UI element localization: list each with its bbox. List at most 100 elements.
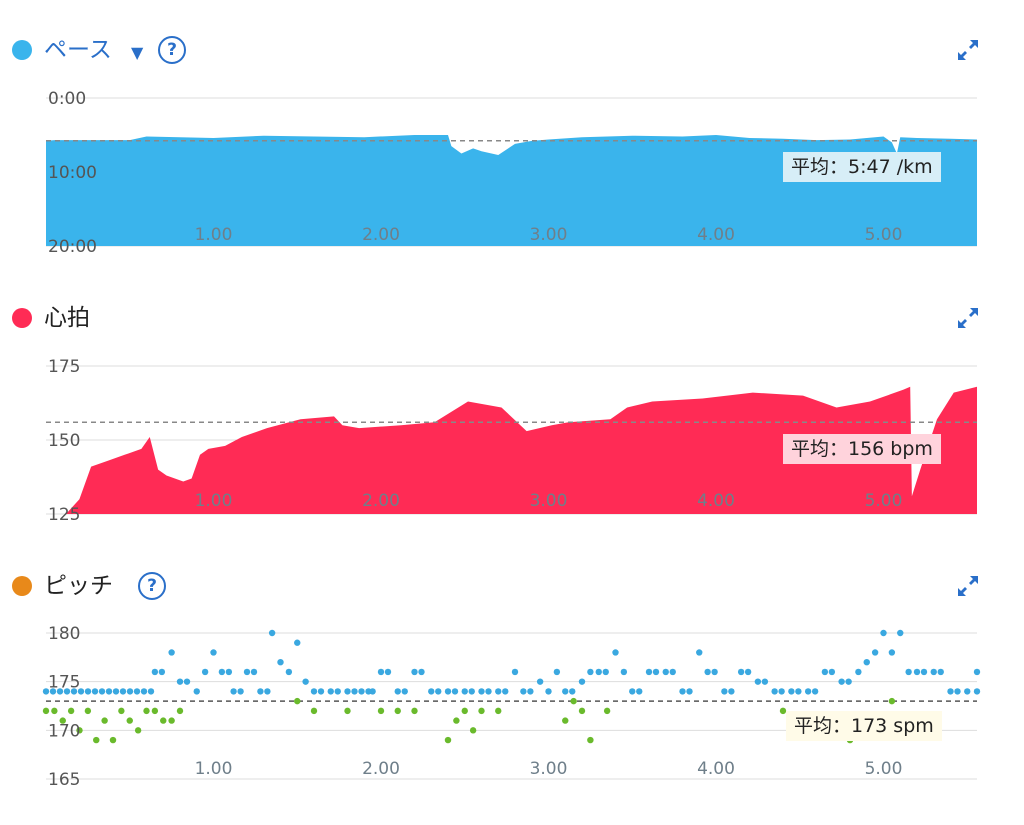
pitch-point — [310, 688, 318, 695]
pitch-point — [545, 688, 552, 695]
pitch-point — [562, 688, 569, 695]
pitch-point — [511, 668, 519, 676]
pitch-point — [193, 688, 200, 695]
expand-arrows-icon[interactable] — [956, 306, 980, 330]
pitch-point — [168, 649, 175, 656]
pitch-point — [863, 659, 870, 666]
pitch-point — [176, 678, 184, 685]
pitch-point — [880, 629, 887, 637]
pitch-point — [351, 688, 358, 695]
pitch-point — [587, 736, 594, 744]
pace-xtick-label: 3.00 — [530, 225, 568, 245]
pitch-xtick-label: 2.00 — [362, 759, 400, 779]
pitch-point — [937, 668, 944, 676]
pitch-ytick-label: 165 — [48, 770, 80, 790]
heart-xtick-label: 2.00 — [362, 491, 400, 511]
pitch-point — [140, 688, 148, 695]
pitch-ytick-label: 170 — [48, 721, 80, 741]
pitch-point — [84, 707, 92, 715]
pitch-point — [428, 688, 435, 695]
pitch-point — [761, 678, 769, 685]
pitch-point — [237, 688, 244, 695]
pitch-point — [728, 688, 735, 695]
pitch-point — [778, 688, 785, 695]
pitch-point — [268, 629, 276, 637]
pitch-point — [636, 688, 643, 695]
pitch-point — [669, 668, 676, 676]
pitch-point — [394, 688, 401, 695]
pace-xtick-label: 4.00 — [697, 225, 735, 245]
pitch-point — [294, 697, 301, 705]
pitch-point — [897, 629, 904, 637]
pitch-point — [302, 678, 309, 685]
pitch-xtick-label: 5.00 — [865, 759, 903, 779]
pitch-point — [51, 707, 58, 715]
pitch-point — [652, 668, 660, 676]
pitch-point — [411, 668, 418, 676]
pitch-point — [788, 688, 795, 695]
pitch-point — [250, 668, 258, 676]
pitch-point — [201, 668, 209, 676]
pitch-point — [578, 678, 586, 685]
heart-area — [46, 386, 977, 514]
pitch-point — [210, 649, 217, 656]
pace-ytick-label: 10:00 — [48, 163, 97, 183]
pitch-point — [679, 688, 686, 695]
pitch-point — [285, 668, 293, 676]
heart-xtick-label: 4.00 — [697, 491, 735, 511]
expand-arrows-icon[interactable] — [956, 38, 980, 62]
question-circle-icon[interactable]: ? — [158, 36, 186, 64]
pitch-point — [168, 717, 175, 724]
pitch-title: ピッチ — [44, 573, 113, 599]
pitch-point — [294, 639, 301, 646]
question-circle-icon[interactable]: ? — [138, 572, 166, 600]
heart-header: 心拍 — [0, 298, 1024, 338]
pitch-point — [243, 668, 251, 676]
pace-xtick-label: 5.00 — [865, 225, 903, 245]
pitch-point — [93, 736, 100, 744]
pitch-point — [101, 717, 108, 724]
pitch-point — [218, 668, 226, 676]
pitch-point — [947, 688, 954, 695]
pitch-point — [469, 727, 477, 734]
pitch-xtick-label: 3.00 — [530, 759, 568, 779]
pitch-point — [602, 668, 609, 676]
pitch-point — [888, 649, 896, 656]
pitch-point — [334, 688, 341, 695]
pitch-point — [277, 659, 284, 666]
pitch-point — [126, 717, 133, 724]
pitch-point — [495, 688, 502, 695]
pitch-point — [711, 668, 718, 676]
pitch-point — [954, 688, 961, 695]
pitch-point — [913, 668, 921, 676]
pitch-point — [118, 707, 125, 715]
heart-title: 心拍 — [44, 305, 90, 331]
heart-xtick-label: 5.00 — [865, 491, 903, 511]
pitch-point — [461, 707, 468, 715]
pitch-point — [225, 668, 233, 676]
pitch-point — [811, 688, 819, 695]
heart-ytick-label: 125 — [48, 505, 80, 525]
pitch-point — [384, 668, 392, 676]
pitch-point — [495, 707, 502, 715]
pitch-point — [662, 668, 669, 676]
pitch-header: ピッチ ? — [0, 566, 1024, 606]
pitch-point — [502, 688, 509, 695]
pitch-point — [754, 678, 762, 685]
pitch-point — [461, 688, 468, 695]
pitch-point — [435, 688, 442, 695]
pitch-point — [70, 688, 78, 695]
pitch-point — [183, 678, 191, 685]
pitch-point — [42, 707, 50, 715]
pitch-point — [327, 688, 334, 695]
pitch-point — [91, 688, 99, 695]
pitch-point — [377, 707, 385, 715]
pitch-point — [453, 717, 460, 724]
pace-title: ペース — [44, 37, 112, 63]
caret-down-icon[interactable]: ▼ — [131, 43, 144, 62]
pitch-point — [578, 707, 586, 715]
pitch-point — [134, 727, 142, 734]
pitch-point — [838, 678, 845, 685]
expand-arrows-icon[interactable] — [956, 574, 980, 598]
pitch-point — [77, 688, 85, 695]
